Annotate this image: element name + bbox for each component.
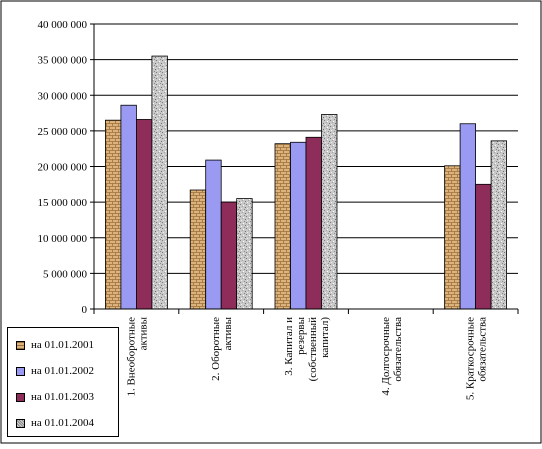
legend-label: на 01.01.2002 [31, 365, 95, 377]
y-tick-label: 35 000 000 [38, 55, 88, 67]
bar [475, 183, 492, 310]
bar [236, 198, 253, 310]
x-tick-label-line: резервы [295, 316, 307, 354]
x-tick-label-line: 2. Оборотные [210, 317, 222, 381]
bar [205, 159, 222, 310]
legend-swatch [16, 418, 25, 428]
x-tick-label-line: активы [222, 316, 234, 350]
legend-label: на 01.01.2003 [31, 391, 95, 403]
legend-item: на 01.01.2002 [16, 364, 94, 378]
y-tick-label: 30 000 000 [38, 90, 88, 102]
y-tick-label: 5 000 000 [43, 268, 88, 280]
legend-swatch [16, 392, 25, 402]
x-tick-label-line: капитал) [319, 317, 331, 358]
x-tick-label: 2. Оборотныеактивы [210, 316, 234, 380]
y-tick-label: 40 000 000 [38, 19, 88, 31]
bar [444, 165, 461, 310]
bar [305, 136, 322, 310]
x-tick-label-line: 4. Долгосрочные [380, 317, 392, 396]
x-tick-label-line: обязательства [477, 317, 489, 382]
x-tick-label: 5. Краткосрочныеобязательства [465, 317, 489, 400]
y-tick-label: 20 000 000 [38, 162, 88, 174]
legend-swatch [16, 340, 25, 350]
y-tick-label: 25 000 000 [38, 126, 88, 138]
legend-label: на 01.01.2001 [31, 339, 95, 351]
bar [189, 189, 207, 310]
legend-swatch [16, 366, 25, 376]
bar [120, 104, 137, 310]
legend-label: на 01.01.2004 [31, 417, 95, 429]
x-tick-label-line: обязательства [392, 317, 404, 382]
legend-item: на 01.01.2001 [16, 338, 94, 352]
x-tick-label-line: 3. Капитал и [283, 317, 295, 376]
y-tick-label: 10 000 000 [38, 233, 88, 245]
legend: на 01.01.2001 на 01.01.2002 на 01.01.2003 н… [7, 327, 119, 437]
x-tick-label-line: 1. Внеоборотные [125, 317, 137, 397]
legend-item: на 01.01.2004 [16, 416, 94, 430]
y-tick-label: 15 000 000 [38, 197, 88, 209]
bar [321, 114, 338, 310]
x-tick-label-line: (собственный [307, 317, 319, 382]
bar [459, 123, 477, 310]
bar [274, 143, 291, 310]
x-tick-label-line: активы [137, 316, 149, 350]
y-tick-label: 0 [82, 304, 88, 316]
x-tick-label: 4. Долгосрочныеобязательства [380, 317, 404, 396]
bar [490, 140, 508, 310]
bar [105, 119, 122, 310]
legend-item: на 01.01.2003 [16, 390, 94, 404]
bar [135, 119, 153, 310]
x-tick-label-line: 5. Краткосрочные [465, 317, 477, 400]
x-tick-label: 1. Внеоборотныеактивы [125, 316, 149, 396]
bar [151, 55, 168, 310]
bar [290, 141, 307, 310]
bar [220, 201, 238, 310]
x-tick-label: 3. Капитал ирезервы(собственныйкапитал) [283, 316, 331, 381]
